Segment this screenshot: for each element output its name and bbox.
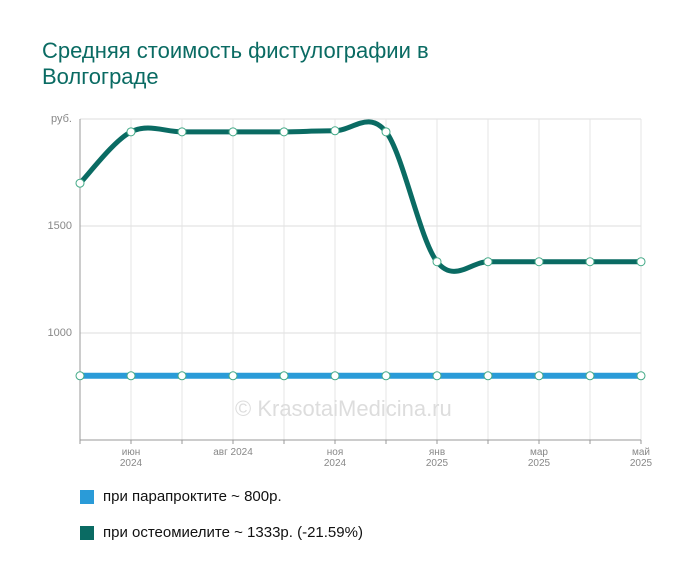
y-tick-label: 1500 <box>48 220 72 232</box>
x-tick-label: ноя 2024 <box>323 447 347 469</box>
legend-label: при парапроктите ~ 800р. <box>103 488 282 505</box>
point <box>585 257 595 267</box>
point <box>177 127 187 137</box>
point <box>483 371 493 381</box>
series-line <box>78 119 641 274</box>
point <box>228 371 238 381</box>
point <box>381 371 391 381</box>
point <box>381 127 391 137</box>
legend-swatch <box>80 489 94 504</box>
point <box>534 257 544 267</box>
point <box>534 371 544 381</box>
point <box>432 371 442 381</box>
x-tick-label: мар 2025 <box>527 447 551 469</box>
legend-label: при остеомиелите ~ 1333р. (-21.59%) <box>103 524 363 541</box>
point <box>228 127 238 137</box>
point <box>636 257 646 267</box>
point <box>126 127 136 137</box>
point <box>75 371 85 381</box>
point <box>75 178 85 188</box>
point <box>432 257 442 267</box>
point <box>330 126 340 136</box>
point <box>177 371 187 381</box>
point <box>279 371 289 381</box>
y-tick-label: 1000 <box>48 327 72 339</box>
y-tick-label: руб. <box>51 113 72 125</box>
chart-title: Средняя стоимость фистулографии в Волгог… <box>42 38 429 89</box>
point <box>636 371 646 381</box>
point <box>330 371 340 381</box>
point <box>126 371 136 381</box>
legend-item: при парапроктите ~ 800р. <box>80 488 282 505</box>
x-tick-label: май 2025 <box>629 447 653 469</box>
legend-swatch <box>80 525 94 540</box>
point <box>279 127 289 137</box>
x-tick-label: янв 2025 <box>425 447 449 469</box>
point <box>483 257 493 267</box>
x-tick-label: июн 2024 <box>119 447 143 469</box>
watermark: © KrasotaiMedicina.ru <box>235 396 452 421</box>
legend-item: при остеомиелите ~ 1333р. (-21.59%) <box>80 524 363 541</box>
point <box>585 371 595 381</box>
x-tick-label: авг 2024 <box>213 447 253 458</box>
